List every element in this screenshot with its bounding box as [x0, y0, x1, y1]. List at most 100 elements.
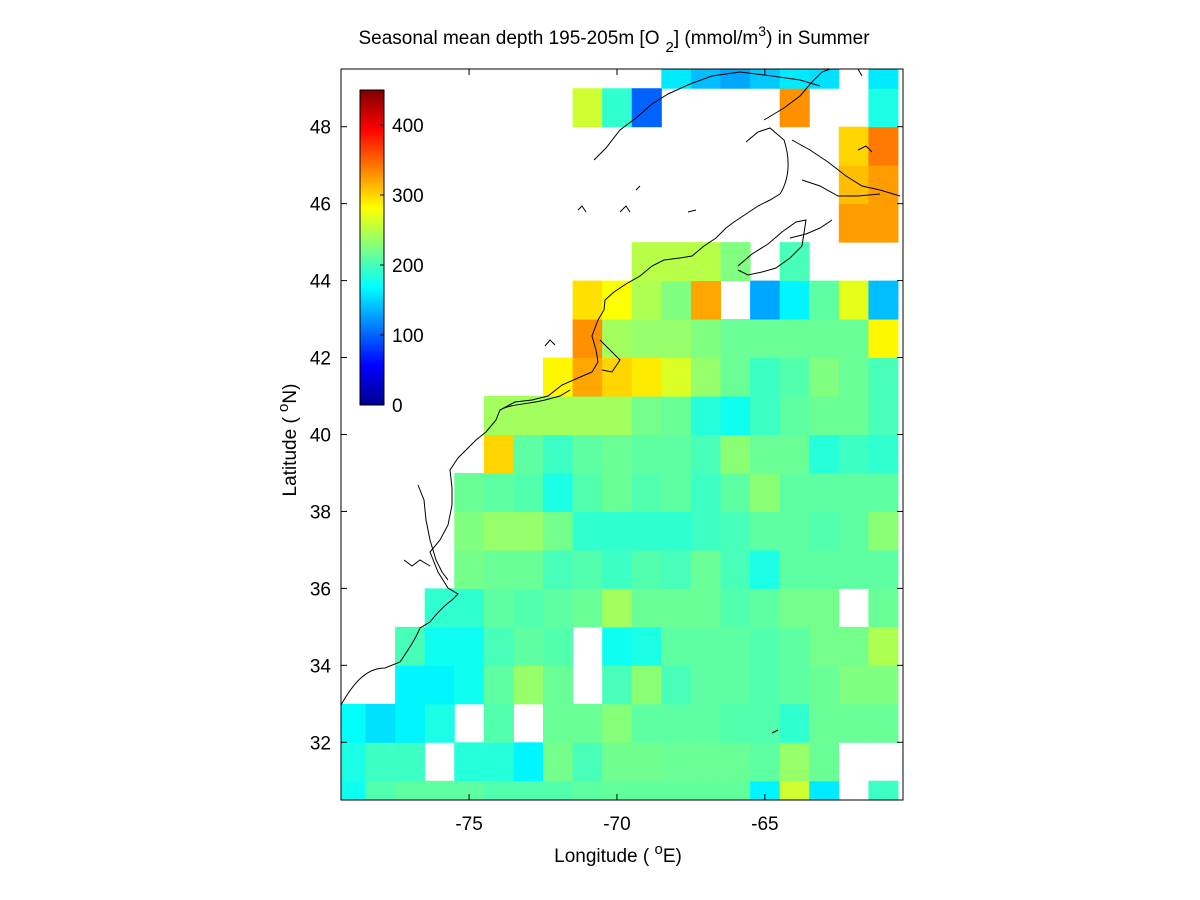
heatmap-cell — [661, 742, 692, 782]
title-sub: 2 — [665, 39, 673, 56]
heatmap-cell — [513, 588, 544, 628]
heatmap-cell — [690, 588, 721, 628]
heatmap-cell — [720, 472, 751, 512]
heatmap-cell — [543, 549, 574, 589]
heatmap-cell — [661, 472, 692, 512]
heatmap-cell — [661, 242, 692, 282]
heatmap-cell — [838, 126, 869, 166]
heatmap-cell — [454, 549, 485, 589]
heatmap-cell — [690, 242, 721, 282]
heatmap-cell — [341, 742, 367, 782]
heatmap-cell — [454, 742, 485, 782]
heatmap-cell — [750, 511, 781, 551]
heatmap-cell — [779, 742, 810, 782]
heatmap-cell — [483, 511, 514, 551]
heatmap-cell — [750, 780, 781, 801]
heatmap-cell — [809, 780, 840, 801]
heatmap-cell — [602, 742, 633, 782]
heatmap-cell — [838, 319, 869, 359]
colorbar-tick-label: 200 — [392, 256, 424, 277]
heatmap-cell — [720, 511, 751, 551]
heatmap-cell — [868, 665, 899, 705]
heatmap-cell — [395, 665, 426, 705]
colorbar-ticks: 0 100 200 300 400 — [380, 116, 424, 417]
colorbar-tick-label: 300 — [392, 186, 424, 207]
heatmap-cell — [454, 472, 485, 512]
heatmap-cell — [513, 780, 544, 801]
heatmap-cell — [454, 780, 485, 801]
heatmap-cell — [750, 319, 781, 359]
heatmap-cell — [868, 357, 899, 397]
heatmap-cell — [572, 703, 603, 743]
heatmap-cell — [661, 280, 692, 320]
heatmap-cell — [750, 357, 781, 397]
coastline — [340, 68, 901, 734]
heatmap-cell — [602, 665, 633, 705]
heatmap-cell — [838, 626, 869, 666]
heatmap-cell — [690, 703, 721, 743]
heatmap-cell — [690, 357, 721, 397]
heatmap-cell — [341, 780, 367, 801]
heatmap-cell — [720, 703, 751, 743]
heatmap-cell — [631, 472, 662, 512]
heatmap-cell — [868, 280, 899, 320]
colorbar-tick-label: 400 — [392, 116, 424, 137]
y-tick-label: 34 — [310, 656, 332, 677]
heatmap-cell — [720, 69, 751, 89]
heatmap-cell — [661, 626, 692, 666]
ylabel-suffix: N) — [280, 384, 301, 404]
heatmap-cell — [602, 588, 633, 628]
heatmap-cell — [868, 203, 899, 243]
heatmap-cell — [720, 665, 751, 705]
heatmap-cell — [365, 780, 396, 801]
heatmap-cell — [483, 626, 514, 666]
heatmap-cell — [868, 626, 899, 666]
heatmap-cell — [720, 780, 751, 801]
heatmap-cell — [868, 511, 899, 551]
colorbar-tick-label: 100 — [392, 326, 424, 347]
heatmap-cell — [690, 280, 721, 320]
heatmap-cell — [572, 549, 603, 589]
x-axis: -75 -70 -65 — [455, 69, 779, 835]
heatmap-cell — [483, 665, 514, 705]
heatmap-cell — [809, 588, 840, 628]
heatmap-cell — [661, 396, 692, 435]
heatmap-cell — [809, 280, 840, 320]
heatmap-cell — [720, 434, 751, 474]
heatmap-cell — [513, 472, 544, 512]
heatmap-cell — [750, 434, 781, 474]
heatmap-cell — [454, 511, 485, 551]
heatmap-cell — [838, 357, 869, 397]
heatmap-cell — [779, 357, 810, 397]
heatmap-cell — [631, 588, 662, 628]
heatmap-cell — [779, 511, 810, 551]
heatmap-cell — [631, 780, 662, 801]
heatmap-cell — [572, 588, 603, 628]
heatmap-cell — [809, 626, 840, 666]
heatmap-cell — [602, 396, 633, 435]
heatmap-cell — [483, 434, 514, 474]
heatmap-cell — [838, 549, 869, 589]
heatmap-cell — [868, 88, 899, 128]
heatmap-cell — [543, 357, 574, 397]
heatmap-cell — [661, 703, 692, 743]
heatmap-cell — [543, 511, 574, 551]
ylabel-sup: o — [275, 404, 292, 412]
heatmap-cell — [720, 357, 751, 397]
heatmap-cell — [690, 626, 721, 666]
heatmap-cell — [395, 742, 426, 782]
heatmap-cell — [868, 434, 899, 474]
heatmap-cell — [661, 588, 692, 628]
heatmap-cell — [543, 434, 574, 474]
heatmap-cell — [395, 780, 426, 801]
heatmap-cell — [779, 549, 810, 589]
heatmap-cell — [483, 472, 514, 512]
y-tick-label: 46 — [310, 195, 331, 216]
heatmap-cell — [513, 396, 544, 435]
heatmap-cell — [631, 626, 662, 666]
heatmap-cell — [572, 780, 603, 801]
heatmap-cell — [720, 396, 751, 435]
heatmap-cell — [809, 396, 840, 435]
heatmap-cell — [690, 472, 721, 512]
x-tick-label: -65 — [751, 814, 778, 835]
